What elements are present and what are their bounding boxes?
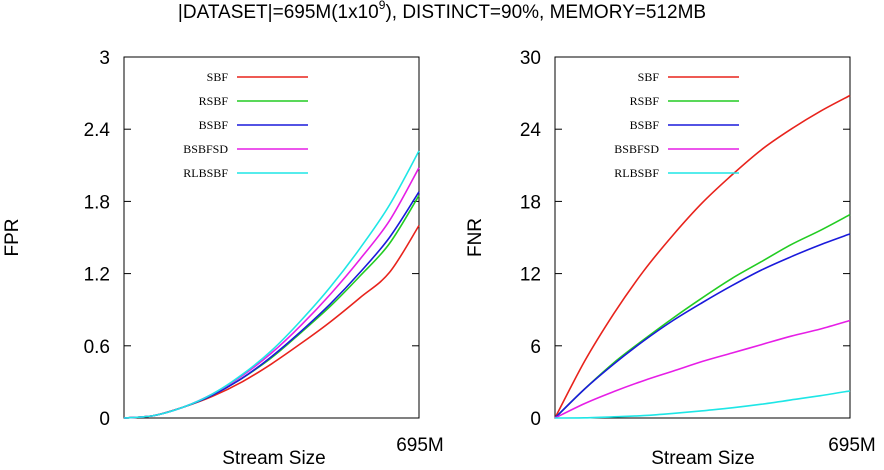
chart-title: |DATASET|=695M(1x109), DISTINCT=90%, MEM… [0, 0, 884, 24]
fpr-ytick-label: 3 [99, 48, 110, 69]
fnr-y-axis-label: FNR [465, 218, 486, 257]
fnr-series-bsbfsd-line [554, 319, 851, 419]
fnr-ytick-label: 6 [530, 337, 541, 358]
fnr-series-rlbsbf-line [554, 390, 851, 419]
fnr-xtick-label: 695M [828, 435, 876, 456]
fpr-legend-label-bsbf: BSBF [199, 118, 229, 132]
fnr-legend-label-bsbfsd: BSBFSD [614, 142, 659, 156]
fpr-series-bsbfsd-line [123, 167, 420, 419]
fnr-legend-label-rlbsbf: RLBSBF [614, 166, 659, 180]
fnr-x-axis-label: Stream Size [651, 448, 754, 469]
fpr-plot-frame [123, 56, 420, 419]
title-exponent: 9 [378, 0, 386, 12]
fpr-series-bsbf-line [123, 191, 420, 419]
fpr-xtick-label: 695M [396, 435, 444, 456]
fpr-y-axis-label: FPR [2, 219, 23, 257]
fnr-ytick-label: 18 [520, 192, 541, 213]
fpr-legend-label-bsbfsd: BSBFSD [183, 142, 228, 156]
fnr-legend-label-bsbf: BSBF [630, 118, 660, 132]
fpr-ytick-label: 2.4 [84, 120, 111, 141]
title-prefix: |DATASET|=695M(1x10 [177, 2, 379, 23]
fnr-plot-frame [554, 56, 851, 419]
fnr-ytick-label: 30 [520, 48, 541, 69]
fpr-ytick-label: 0 [99, 409, 110, 430]
fpr-x-axis-label: Stream Size [222, 448, 325, 469]
fpr-legend-label-rlbsbf: RLBSBF [183, 166, 228, 180]
fnr-legend-label-sbf: SBF [638, 70, 660, 84]
fnr-series-bsbf-line [554, 233, 851, 419]
fnr-legend-label-rsbf: RSBF [630, 94, 660, 108]
fpr-series-rlbsbf-line [123, 150, 420, 419]
fpr-series-sbf-line [123, 225, 420, 419]
fnr-ytick-label: 12 [520, 265, 541, 286]
fpr-legend-label-sbf: SBF [207, 70, 229, 84]
fpr-legend-label-rsbf: RSBF [199, 94, 229, 108]
fpr-ytick-label: 0.6 [84, 337, 110, 358]
fnr-series-sbf-line [554, 94, 851, 419]
fnr-series-rsbf-line [554, 213, 851, 419]
fnr-ytick-label: 0 [530, 409, 541, 430]
fpr-ytick-label: 1.8 [84, 192, 110, 213]
fpr-ytick-label: 1.2 [84, 265, 110, 286]
fnr-ytick-label: 24 [520, 120, 542, 141]
title-suffix: ), DISTINCT=90%, MEMORY=512MB [385, 2, 707, 23]
